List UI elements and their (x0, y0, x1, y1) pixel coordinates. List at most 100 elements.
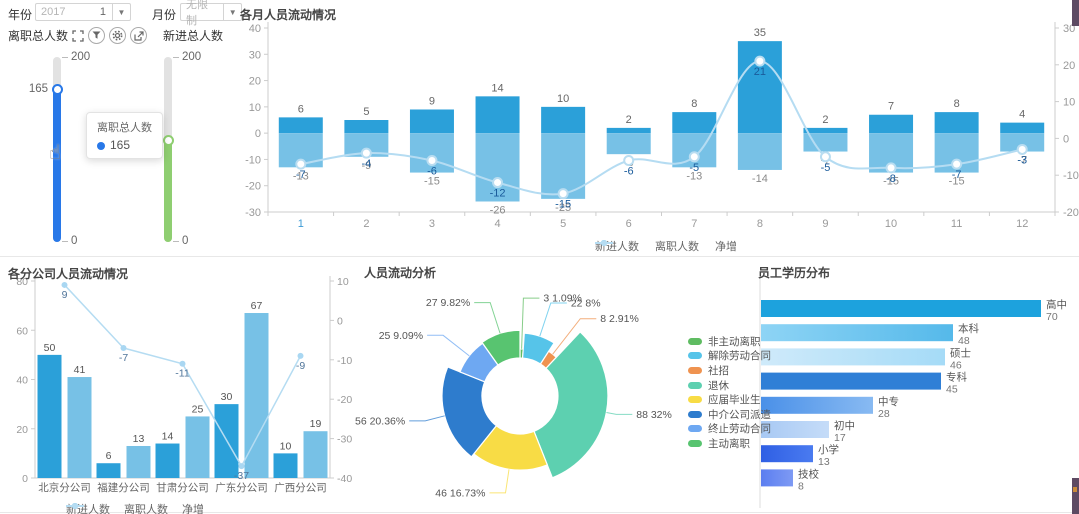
bar-resigned[interactable] (126, 445, 151, 478)
gear-icon[interactable] (109, 27, 127, 44)
bar-value-label: 8 (798, 480, 804, 492)
legend-item[interactable]: 离职人数 (66, 501, 168, 514)
legend-item[interactable]: 中介公司派遣 (688, 407, 771, 422)
bar-newhire[interactable] (672, 112, 717, 134)
bar-技校[interactable] (761, 469, 793, 487)
legend-item[interactable]: 净增 (595, 238, 737, 254)
bar-newhire[interactable] (344, 120, 389, 134)
bar-resigned[interactable] (803, 133, 848, 152)
bar-newhire[interactable] (409, 109, 454, 134)
bar-resigned[interactable] (303, 431, 328, 478)
bar-label: 7 (888, 101, 894, 113)
bar-resigned[interactable] (737, 133, 782, 170)
net-point[interactable] (120, 344, 127, 351)
bar-resigned[interactable] (67, 377, 92, 478)
net-point[interactable] (754, 55, 766, 67)
bar-newhire[interactable] (475, 96, 520, 134)
bar-newhire[interactable] (1000, 122, 1045, 134)
bar-中专[interactable] (761, 396, 873, 414)
bar-resigned[interactable] (244, 313, 269, 478)
bar-newhire[interactable] (803, 127, 848, 134)
net-point[interactable] (492, 177, 504, 189)
bar-name-label: 小学 (818, 443, 839, 456)
bar-resigned[interactable] (409, 133, 454, 173)
year-select[interactable]: 2017 1 ▼ (35, 3, 131, 21)
net-label: -15 (555, 199, 571, 211)
bar-小学[interactable] (761, 445, 813, 463)
bar-newhire[interactable] (155, 443, 180, 478)
chevron-down-icon[interactable]: ▼ (112, 4, 130, 20)
bar-newhire[interactable] (934, 112, 979, 134)
net-point[interactable] (951, 158, 963, 170)
bar-newhire[interactable] (737, 41, 782, 134)
bar-newhire[interactable] (96, 463, 121, 478)
legend-item[interactable]: 非主动离职 (688, 334, 771, 349)
net-label: -3 (1017, 154, 1027, 166)
x-tick-label: 5 (560, 218, 566, 230)
bar-label: 6 (106, 450, 112, 462)
bar-resigned[interactable] (475, 133, 520, 202)
net-point[interactable] (297, 352, 304, 359)
donut-slice-主动离职[interactable] (481, 329, 521, 366)
label-line (474, 302, 501, 334)
bar-newhire[interactable] (278, 117, 323, 134)
net-point[interactable] (885, 162, 897, 174)
legend-swatch-icon (688, 381, 702, 389)
bar-resigned[interactable] (185, 416, 210, 478)
bar-初中[interactable] (761, 421, 829, 438)
bar-高中[interactable] (761, 300, 1041, 317)
chevron-down-icon[interactable]: ▼ (223, 4, 241, 20)
legend-item[interactable]: 退休 (688, 378, 771, 393)
bar-label: -15 (424, 176, 440, 188)
bar-value-label: 70 (1046, 311, 1058, 323)
x-tick-label: 11 (951, 218, 962, 230)
net-point[interactable] (360, 147, 372, 159)
net-point[interactable] (557, 188, 569, 200)
legend-label: 解除劳动合同 (708, 350, 771, 363)
export-icon[interactable] (130, 27, 148, 44)
donut-slice-中介公司派遣[interactable] (441, 366, 498, 458)
net-point[interactable] (179, 360, 186, 367)
net-point[interactable] (61, 281, 68, 288)
bar-newhire[interactable] (869, 114, 914, 134)
bar-resigned[interactable] (344, 133, 389, 157)
net-point[interactable] (1016, 143, 1028, 155)
bar-硕士[interactable] (761, 348, 945, 366)
net-line[interactable] (300, 60, 1023, 196)
net-point[interactable] (295, 158, 307, 170)
expand-icon[interactable] (72, 29, 84, 42)
bar-newhire[interactable] (541, 106, 586, 134)
legend-item[interactable]: 解除劳动合同 (688, 349, 771, 364)
bar-newhire[interactable] (273, 453, 298, 478)
legend-item[interactable]: 净增 (66, 501, 204, 514)
net-point[interactable] (623, 154, 635, 166)
slider-handle[interactable] (162, 135, 174, 146)
legend-item[interactable]: 终止劳动合同 (688, 422, 771, 437)
net-point[interactable] (688, 151, 700, 163)
slider-handle[interactable] (51, 84, 63, 95)
bar-newhire[interactable] (606, 127, 651, 134)
legend-item[interactable]: 离职人数 (595, 238, 699, 254)
turnover-donut-chart[interactable]: 3 1.09%22 8% 8 2.91% 88 32% 46 16.73% 56 20.… (352, 258, 744, 514)
filter-icon[interactable] (88, 27, 106, 44)
net-point[interactable] (819, 151, 831, 163)
bar-newhire[interactable] (37, 354, 62, 478)
month-select[interactable]: 无限制 ▼ (180, 0, 242, 27)
bar-专科[interactable] (761, 372, 941, 390)
legend-item[interactable]: 主动离职 (688, 436, 771, 451)
bar-resigned[interactable] (606, 133, 651, 155)
net-point[interactable] (426, 154, 438, 166)
x-tick-label: 10 (885, 218, 897, 230)
y-tick-label: 60 (16, 325, 28, 337)
label-line (427, 334, 470, 357)
bar-本科[interactable] (761, 324, 953, 342)
bar-resigned[interactable] (1000, 133, 1045, 152)
legend-item[interactable]: 应届毕业生 (688, 392, 771, 407)
monthly-flow-chart[interactable]: 40 30 20 10 0 -10 -20 -30 30 20 10 0 -10 -20 6 -13 1 5 -9 2… (233, 0, 1079, 258)
net-point[interactable] (238, 463, 245, 470)
branch-flow-chart[interactable]: 80 60 40 20 0 10 0 -10 -20 -30 -40 50 41 北京分公司 6 13 福建分公… (0, 258, 352, 514)
bar-label: -13 (293, 170, 309, 182)
legend-item[interactable]: 社招 (688, 363, 771, 378)
donut-slice-退休[interactable] (533, 331, 609, 479)
